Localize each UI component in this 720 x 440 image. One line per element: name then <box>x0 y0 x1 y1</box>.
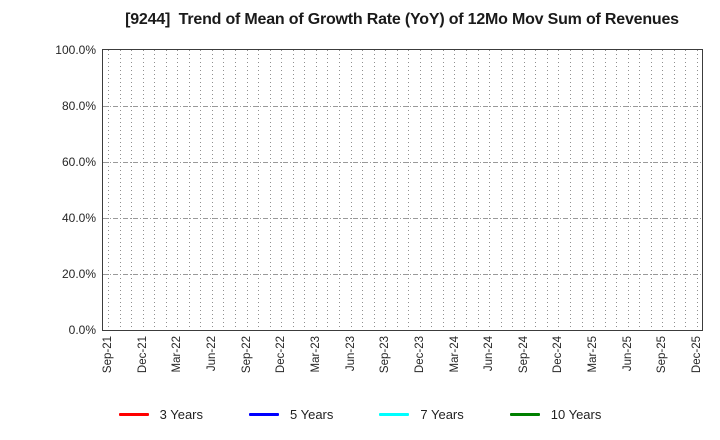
gridline-vertical <box>327 50 329 330</box>
y-tick-label: 60.0% <box>61 155 96 169</box>
gridline-vertical <box>385 50 387 330</box>
plot-area <box>102 49 703 331</box>
x-tick-label: Jun-24 <box>483 336 496 372</box>
gridline-vertical <box>281 50 283 330</box>
gridline-vertical <box>546 50 548 330</box>
x-tick-label: Sep-25 <box>656 336 669 374</box>
gridline-horizontal <box>103 274 702 275</box>
y-tick-label: 40.0% <box>61 211 96 225</box>
gridline-vertical <box>315 50 317 330</box>
gridline-vertical <box>419 50 421 330</box>
legend-label: 7 Years <box>420 406 464 422</box>
gridline-vertical <box>627 50 629 330</box>
x-tick-label: Dec-25 <box>691 336 703 374</box>
x-tick-label: Jun-22 <box>205 336 218 372</box>
gridline-vertical <box>454 50 456 330</box>
x-tick-label: Dec-22 <box>275 336 288 374</box>
gridline-vertical <box>442 50 444 330</box>
x-tick-label: Sep-24 <box>517 336 530 374</box>
gridline-vertical <box>269 50 271 330</box>
x-tick-label: Mar-25 <box>587 336 600 373</box>
gridline-vertical <box>616 50 618 330</box>
gridline-vertical <box>639 50 641 330</box>
legend-label: 5 Years <box>290 406 334 422</box>
gridline-vertical <box>489 50 491 330</box>
legend-item: 7 Years <box>379 406 464 422</box>
legend: 3 Years 5 Years 7 Years 10 Years <box>0 403 720 425</box>
legend-label: 3 Years <box>159 406 203 422</box>
gridline-vertical <box>258 50 260 330</box>
gridline-vertical <box>338 50 340 330</box>
gridline-vertical <box>246 50 248 330</box>
gridline-vertical <box>396 50 398 330</box>
y-tick-label: 80.0% <box>61 99 96 113</box>
gridline-vertical <box>662 50 664 330</box>
gridline-vertical <box>604 50 606 330</box>
legend-line-sample <box>379 412 410 416</box>
x-tick-label: Sep-21 <box>102 336 114 374</box>
y-tick-label: 0.0% <box>68 323 96 337</box>
gridline-vertical <box>477 50 479 330</box>
gridline-vertical <box>188 50 190 330</box>
legend-item: 10 Years <box>509 406 602 422</box>
gridline-vertical <box>523 50 525 330</box>
gridline-vertical <box>211 50 213 330</box>
gridline-vertical <box>154 50 156 330</box>
gridline-vertical <box>108 50 109 330</box>
gridline-vertical <box>408 50 410 330</box>
legend-label: 10 Years <box>550 406 602 422</box>
gridline-horizontal <box>103 218 702 219</box>
gridline-vertical <box>373 50 375 330</box>
gridline-vertical <box>466 50 468 330</box>
x-tick-label: Jun-23 <box>344 336 357 372</box>
gridline-horizontal <box>103 106 702 107</box>
x-tick-label: Mar-23 <box>309 336 322 373</box>
x-tick-label: Dec-24 <box>552 336 565 374</box>
legend-item: 5 Years <box>249 407 333 422</box>
gridline-vertical <box>535 50 537 330</box>
x-tick-label: Jun-25 <box>621 336 634 372</box>
gridline-vertical <box>223 50 225 330</box>
legend-line-sample <box>509 412 540 416</box>
gridline-vertical <box>500 50 502 330</box>
gridline-vertical <box>697 50 698 330</box>
gridline-vertical <box>177 50 179 330</box>
legend-line-sample <box>249 412 279 416</box>
gridline-vertical <box>362 50 364 330</box>
gridline-vertical <box>581 50 583 330</box>
gridline-vertical <box>119 50 121 330</box>
x-tick-label: Dec-21 <box>136 336 149 374</box>
gridline-vertical <box>304 50 306 330</box>
gridline-vertical <box>593 50 595 330</box>
gridline-vertical <box>292 50 294 330</box>
chart-title: [9244] Trend of Mean of Growth Rate (YoY… <box>125 11 679 28</box>
x-tick-label: Dec-23 <box>413 336 426 374</box>
gridline-vertical <box>131 50 133 330</box>
gridline-vertical <box>431 50 433 330</box>
y-tick-label: 100.0% <box>55 43 96 57</box>
gridline-vertical <box>685 50 687 330</box>
gridline-vertical <box>165 50 167 330</box>
x-tick-label: Sep-23 <box>379 336 392 374</box>
gridline-vertical <box>512 50 514 330</box>
gridline-vertical <box>350 50 352 330</box>
gridline-horizontal <box>103 162 702 163</box>
gridline-vertical <box>235 50 237 330</box>
gridline-vertical <box>558 50 560 330</box>
legend-line-sample <box>118 412 149 416</box>
x-tick-label: Mar-24 <box>448 336 461 373</box>
x-tick-label: Sep-22 <box>240 336 253 374</box>
y-tick-label: 20.0% <box>61 267 96 281</box>
gridline-vertical <box>200 50 202 330</box>
gridline-vertical <box>142 50 144 330</box>
gridline-vertical <box>650 50 652 330</box>
x-tick-label: Mar-22 <box>171 336 184 373</box>
gridline-vertical <box>569 50 571 330</box>
legend-item: 3 Years <box>118 406 203 422</box>
gridline-vertical <box>673 50 675 330</box>
